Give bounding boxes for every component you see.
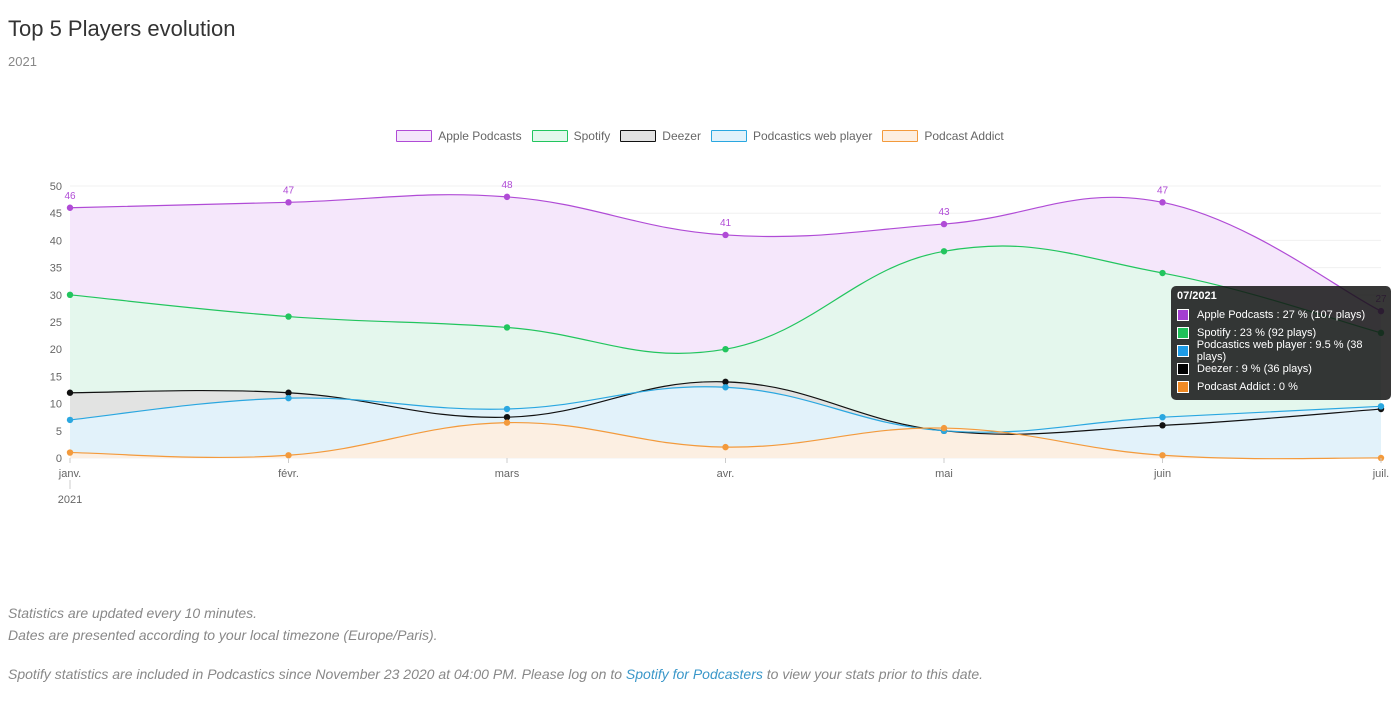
data-point <box>1159 414 1166 421</box>
legend-label: Deezer <box>662 129 701 143</box>
y-tick-label: 50 <box>50 181 62 193</box>
tooltip-swatch <box>1177 381 1189 393</box>
x-tick-label: juil. <box>1372 468 1390 480</box>
legend-item[interactable]: Podcastics web player <box>710 126 873 146</box>
data-point <box>285 389 292 396</box>
tooltip-row-text: Deezer : 9 % (36 plays) <box>1197 363 1312 375</box>
tooltip-swatch <box>1177 363 1189 375</box>
page-title: Top 5 Players evolution <box>8 16 236 41</box>
y-tick-label: 25 <box>50 317 62 329</box>
tooltip-swatch <box>1177 345 1189 357</box>
tooltip-swatch <box>1177 309 1189 321</box>
series-area <box>70 422 1381 459</box>
data-label: 46 <box>64 191 76 202</box>
legend-swatch <box>620 130 657 142</box>
tooltip-row-text: Apple Podcasts : 27 % (107 plays) <box>1197 309 1366 321</box>
data-point <box>285 313 292 320</box>
footer-timezone-note: Dates are presented according to your lo… <box>8 627 438 643</box>
tooltip-row: Spotify : 23 % (92 plays) <box>1177 324 1391 342</box>
data-label: 41 <box>720 218 732 229</box>
data-point <box>940 220 948 228</box>
data-label: 43 <box>938 207 950 218</box>
data-point <box>66 204 74 211</box>
data-point <box>722 378 729 386</box>
y-tick-label: 40 <box>50 235 62 247</box>
data-point <box>1377 403 1385 410</box>
data-point <box>66 449 74 456</box>
data-label: 47 <box>283 185 295 196</box>
data-point <box>722 231 729 239</box>
data-point <box>285 452 292 459</box>
footer-spotify-text-after: to view your stats prior to this date. <box>762 666 984 682</box>
legend-item[interactable]: Spotify <box>531 126 611 146</box>
data-point <box>1159 199 1166 206</box>
spotify-for-podcasters-link[interactable]: Spotify for Podcasters <box>625 666 763 682</box>
data-label: 48 <box>501 180 513 191</box>
tooltip-title: 07/2021 <box>1177 290 1217 302</box>
y-tick-label: 10 <box>50 399 62 411</box>
tooltip-row-text: Podcastics web player : 9.5 % (38 plays) <box>1196 339 1363 363</box>
legend-label: Podcast Addict <box>924 129 1004 143</box>
y-tick-label: 5 <box>56 426 62 438</box>
x-sublabel: 2021 <box>58 494 82 506</box>
line-chart: 0510152025303540455046474841434727janv.f… <box>50 180 1390 506</box>
footer-spotify-note: Spotify statistics are included in Podca… <box>8 666 983 682</box>
legend-label: Apple Podcasts <box>438 129 522 143</box>
page-subtitle: 2021 <box>8 54 37 69</box>
legend-label: Spotify <box>573 129 611 143</box>
data-point <box>503 419 511 426</box>
data-point <box>66 291 74 298</box>
x-tick-label: avr. <box>717 468 735 480</box>
data-point <box>1159 422 1166 429</box>
data-point <box>722 384 729 391</box>
tooltip-row: Apple Podcasts : 27 % (107 plays) <box>1177 306 1391 324</box>
x-tick-label: mai <box>935 468 953 480</box>
data-point <box>66 389 74 396</box>
legend-swatch <box>396 130 433 142</box>
chart-tooltip: 07/2021 Apple Podcasts : 27 % (107 plays… <box>1171 286 1391 400</box>
y-tick-label: 45 <box>50 208 62 220</box>
x-tick-label: févr. <box>278 468 299 480</box>
legend-swatch <box>710 130 747 142</box>
data-label: 47 <box>1157 185 1169 196</box>
footer-update-note: Statistics are updated every 10 minutes. <box>8 605 258 621</box>
data-point <box>1159 452 1166 459</box>
y-tick-label: 0 <box>56 453 62 465</box>
data-point <box>503 324 511 331</box>
data-point <box>503 414 511 421</box>
legend-swatch <box>882 130 919 142</box>
legend-item[interactable]: Podcast Addict <box>882 126 1004 146</box>
data-point <box>1159 269 1166 277</box>
data-point <box>285 394 292 402</box>
tooltip-swatch <box>1177 327 1189 339</box>
chart-legend: Apple Podcasts Spotify Deezer Podcastics we… <box>0 126 1400 146</box>
legend-label: Podcastics web player <box>752 129 873 143</box>
data-point <box>940 424 948 432</box>
y-tick-label: 35 <box>50 263 62 275</box>
tooltip-row: Podcastics web player : 9.5 % (38 plays) <box>1177 339 1391 363</box>
footer-spotify-text-before: Spotify statistics are included in Podca… <box>8 666 626 682</box>
data-point <box>66 416 74 424</box>
x-tick-label: janv. <box>58 468 81 480</box>
legend-item[interactable]: Apple Podcasts <box>396 126 522 146</box>
tooltip-row-text: Podcast Addict : 0 % <box>1197 381 1298 393</box>
data-point <box>503 193 511 201</box>
data-point <box>722 443 729 451</box>
y-tick-label: 15 <box>50 371 62 383</box>
x-tick-label: mars <box>495 468 520 480</box>
data-point <box>722 346 729 353</box>
x-tick-label: juin <box>1153 468 1171 480</box>
y-tick-label: 20 <box>50 344 62 356</box>
data-point <box>285 199 292 206</box>
y-tick-label: 30 <box>50 290 62 302</box>
legend-swatch <box>531 130 568 142</box>
tooltip-row: Deezer : 9 % (36 plays) <box>1177 360 1391 378</box>
data-point <box>940 248 948 255</box>
tooltip-row-text: Spotify : 23 % (92 plays) <box>1197 327 1317 339</box>
tooltip-row: Podcast Addict : 0 % <box>1177 378 1391 396</box>
data-point <box>503 405 511 413</box>
legend-item[interactable]: Deezer <box>620 126 701 146</box>
